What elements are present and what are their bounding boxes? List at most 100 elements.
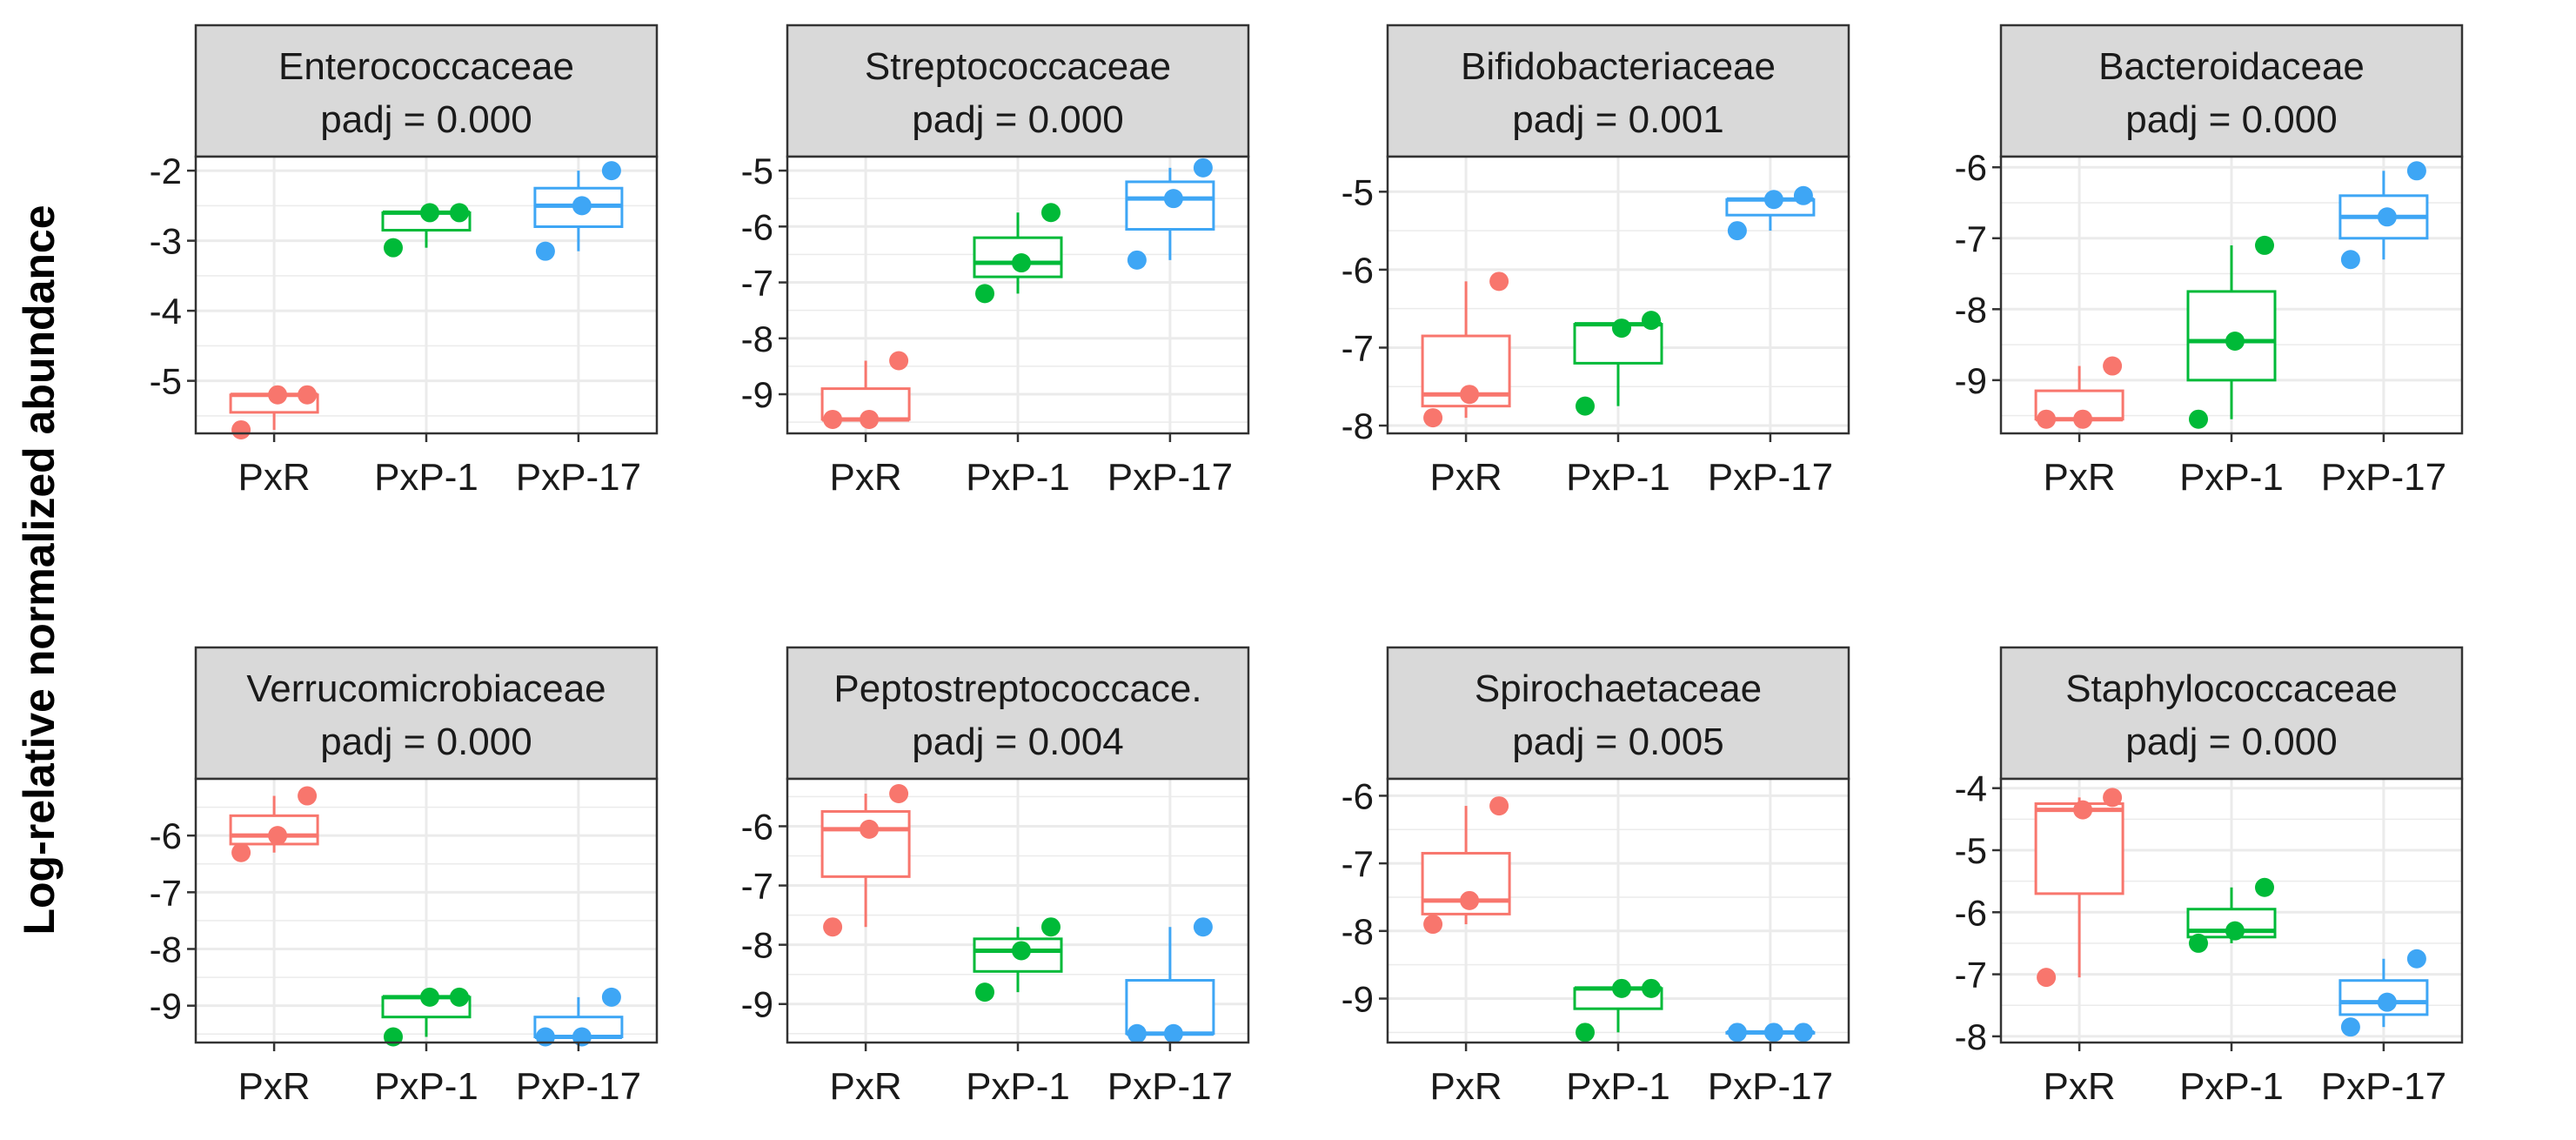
- box-PxP-1: [973, 917, 1063, 1003]
- facet-strip: [1386, 23, 1850, 158]
- data-point: [2377, 992, 2397, 1012]
- facet-strip: [194, 23, 659, 158]
- facet-strip: [1999, 646, 2464, 781]
- y-tick-label: -7: [150, 872, 182, 913]
- data-point: [1193, 917, 1213, 937]
- y-tick-label: -7: [1342, 327, 1374, 368]
- y-tick-label: -6: [741, 206, 773, 247]
- y-tick-label: -7: [1955, 218, 1987, 259]
- data-point: [1127, 250, 1147, 270]
- facet-padj: padj = 0.000: [912, 98, 1123, 141]
- x-tick-label: PxR: [238, 1065, 311, 1108]
- panel-3: Bifidobacteriaceae padj = 0.001 -5 -6 -7 -8 Px…: [1342, 23, 1850, 499]
- data-point: [2073, 800, 2093, 820]
- y-tick-label: -5: [1955, 830, 1987, 871]
- y-tick-label: -7: [741, 263, 773, 304]
- y-tick-label: -6: [150, 815, 182, 856]
- x-tick-label: PxP-17: [2321, 1065, 2446, 1108]
- panel-5: Verrucomicrobiaceae padj = 0.000 -6 -7 -8 -9 P…: [150, 646, 659, 1108]
- y-tick-label: -9: [150, 986, 182, 1027]
- data-point: [860, 819, 880, 839]
- facet-padj: padj = 0.001: [1512, 98, 1723, 141]
- data-point: [889, 784, 909, 804]
- data-point: [268, 385, 288, 405]
- y-tick-label: -7: [741, 866, 773, 907]
- data-point: [2406, 949, 2426, 969]
- data-point: [1127, 1023, 1147, 1043]
- x-tick-label: PxP-17: [1107, 456, 1233, 499]
- data-point: [2189, 933, 2208, 953]
- data-point: [1727, 221, 1747, 241]
- y-tick-label: -8: [1955, 289, 1987, 330]
- data-point: [1642, 978, 1661, 998]
- panel-6: Peptostreptococcace. padj = 0.004 -6 -7 -8 -9…: [741, 646, 1250, 1108]
- data-point: [2103, 356, 2123, 376]
- data-point: [2255, 877, 2274, 897]
- box-PxP-17: [1125, 158, 1215, 270]
- data-point: [535, 241, 555, 261]
- y-tick-label: -4: [1955, 768, 1987, 809]
- data-point: [823, 917, 843, 937]
- y-tick-label: -3: [150, 221, 182, 262]
- y-tick-label: -6: [1955, 892, 1987, 933]
- data-point: [1612, 978, 1631, 998]
- data-point: [1460, 890, 1480, 910]
- data-point: [420, 203, 439, 223]
- data-point: [1193, 158, 1213, 178]
- y-tick-label: -6: [1955, 147, 1987, 188]
- x-tick-label: PxP-1: [1566, 456, 1670, 499]
- box-PxP-17: [2338, 949, 2429, 1037]
- x-tick-label: PxR: [2044, 456, 2116, 499]
- data-point: [889, 351, 909, 371]
- box-PxR: [2034, 788, 2124, 988]
- data-point: [1489, 796, 1509, 816]
- data-point: [2406, 161, 2426, 181]
- box-PxP-17: [1125, 917, 1215, 1043]
- y-tick-label: -5: [741, 151, 773, 191]
- data-point: [450, 987, 469, 1007]
- panel-4: Bacteroidaceae padj = 0.000 -6 -7 -8 -9 PxR PxP…: [1955, 23, 2464, 499]
- box-PxP-1: [381, 987, 472, 1047]
- box-PxR: [1421, 796, 1511, 935]
- y-tick-label: -9: [741, 984, 773, 1025]
- data-point: [601, 987, 621, 1007]
- data-point: [2377, 207, 2397, 227]
- data-point: [298, 786, 318, 806]
- panel-2: Streptococcaceae padj = 0.000 -5 -6 -7 -8 -9 Px…: [741, 23, 1250, 499]
- data-point: [450, 203, 469, 223]
- facet-padj: padj = 0.005: [1512, 721, 1723, 763]
- data-point: [2255, 235, 2274, 255]
- data-point: [2037, 409, 2057, 429]
- facet-padj: padj = 0.004: [912, 721, 1123, 763]
- y-tick-label: -5: [150, 361, 182, 402]
- y-tick-label: -7: [1955, 955, 1987, 996]
- x-tick-label: PxP-17: [2321, 456, 2446, 499]
- y-tick-label: -8: [1342, 406, 1374, 446]
- box-PxP-1: [2186, 877, 2277, 953]
- data-point: [2037, 968, 2057, 988]
- y-tick-label: -7: [1342, 843, 1374, 884]
- facet-strip: [194, 646, 659, 781]
- facet-title: Enterococcaceae: [278, 45, 574, 88]
- facet-strip: [786, 646, 1250, 781]
- facet-strip: [1386, 646, 1850, 781]
- data-point: [1012, 253, 1031, 273]
- data-point: [1763, 1023, 1783, 1043]
- data-point: [1423, 408, 1443, 428]
- x-tick-label: PxR: [830, 1065, 902, 1108]
- data-point: [1163, 1023, 1183, 1043]
- facet-title: Bacteroidaceae: [2098, 45, 2365, 88]
- data-point: [1423, 915, 1443, 935]
- facet-title: Spirochaetaceae: [1475, 667, 1762, 710]
- box-PxP-17: [2338, 161, 2429, 270]
- x-tick-label: PxP-1: [374, 456, 478, 499]
- data-point: [572, 196, 592, 216]
- facet-title: Streptococcaceae: [865, 45, 1171, 88]
- box-PxR: [229, 786, 319, 862]
- data-point: [823, 409, 843, 429]
- box-PxR: [820, 784, 911, 937]
- x-tick-label: PxR: [238, 456, 311, 499]
- data-point: [1489, 272, 1509, 292]
- data-point: [1460, 385, 1480, 405]
